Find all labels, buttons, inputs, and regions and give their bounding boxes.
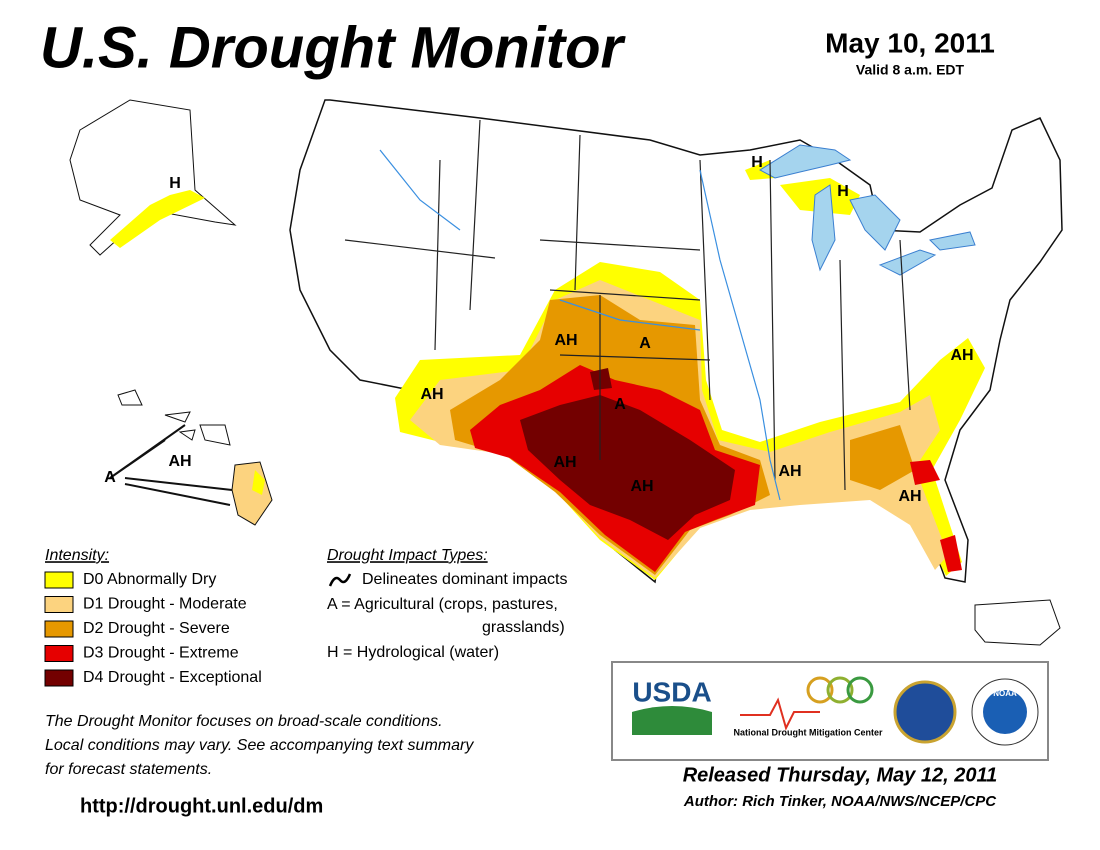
puerto-rico (974, 599, 1061, 646)
map-label: AH (778, 463, 801, 480)
note-line: Local conditions may vary. See accompany… (45, 737, 474, 754)
legend-label: D4 Drought - Exceptional (83, 669, 262, 686)
impacts-title: Drought Impact Types: (327, 547, 488, 564)
impact-line: Delineates dominant impacts (362, 571, 567, 588)
alaska-d0 (110, 190, 205, 248)
impact-line: grasslands) (482, 619, 565, 636)
legend-label: D1 Drought - Moderate (83, 596, 247, 613)
hawaii-d0 (252, 470, 265, 495)
map-label: AH (554, 332, 577, 349)
drought-areas (69, 99, 1061, 646)
map-label: H (751, 154, 763, 171)
hawaii (117, 389, 231, 446)
ndmc-tree (806, 676, 834, 704)
legend-label: D3 Drought - Extreme (83, 645, 239, 662)
usda-logo: USDA (632, 676, 711, 707)
great-lakes (759, 144, 976, 276)
usda-swoosh (632, 706, 712, 735)
legend-swatch (44, 669, 74, 687)
legend-swatch (44, 620, 74, 638)
noaa-text: NOAA (993, 689, 1017, 698)
d4-area (520, 368, 735, 540)
map-label: AH (630, 478, 653, 495)
date: May 10, 2011 (825, 27, 995, 58)
released: Released Thursday, May 12, 2011 (683, 764, 998, 786)
map-label: AH (420, 386, 443, 403)
impact-line: H = Hydrological (water) (327, 644, 499, 661)
impact-line-icon (328, 573, 352, 587)
ndmc-line (740, 697, 820, 731)
state-lines (344, 119, 911, 491)
legend-label: D0 Abnormally Dry (83, 571, 216, 588)
legend-swatch (44, 571, 74, 589)
note-line: for forecast statements. (45, 761, 212, 778)
legend-swatch (44, 645, 74, 662)
title: U.S. Drought Monitor (40, 15, 627, 80)
commerce-seal (893, 680, 957, 744)
map-label: A (639, 335, 651, 352)
valid-time: Valid 8 a.m. EDT (856, 62, 965, 78)
map-label: H (169, 175, 181, 192)
rivers (379, 149, 781, 501)
hawaii-pointers (109, 424, 233, 506)
alaska (69, 99, 237, 256)
author: Author: Rich Tinker, NOAA/NWS/NCEP/CPC (683, 793, 997, 810)
map-label: AH (168, 453, 191, 470)
map-label: A (104, 469, 116, 486)
impacts: Drought Impact Types: Delineates dominan… (327, 547, 567, 661)
note-line: The Drought Monitor focuses on broad-sca… (45, 713, 443, 730)
map-label: H (837, 183, 849, 200)
legend-swatch (44, 596, 74, 613)
hawaii-big (231, 461, 273, 526)
url[interactable]: http://drought.unl.edu/dm (80, 795, 323, 817)
map-label: AH (898, 488, 921, 505)
note: The Drought Monitor focuses on broad-sca… (45, 713, 474, 778)
noaa-inner (983, 690, 1027, 734)
legend-title: Intensity: (45, 547, 109, 564)
map-label: AH (553, 454, 576, 471)
impact-line: A = Agricultural (crops, pastures, (327, 596, 558, 613)
ndmc-logo: National Drought Mitigation Center (734, 727, 883, 737)
legend: Intensity: D0 Abnormally Dry D1 Drought -… (44, 547, 262, 687)
ndmc-tree (826, 676, 854, 704)
legend-label: D2 Drought - Severe (83, 620, 230, 637)
map-label: A (614, 396, 626, 413)
map-label: AH (950, 347, 973, 364)
map: AH A AH A AH AH AH AH AH H H H A AH (69, 99, 1063, 646)
logos: USDA National Drought Mitigation Center … (611, 661, 1049, 761)
ndmc-tree (846, 676, 874, 704)
